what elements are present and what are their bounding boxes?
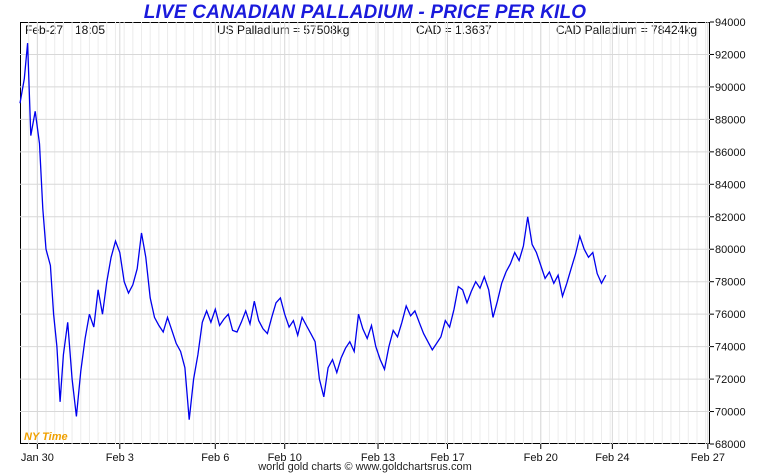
x-axis-labels: Jan 30 Feb 3 Feb 6 Feb 10 Feb 13 Feb 17 Feb 20… xyxy=(21,452,725,464)
y-axis-labels: 68000 70000 72000 74000 76000 78000 80000 82000… xyxy=(715,17,746,451)
y-tick-label: 82000 xyxy=(715,212,746,224)
y-tick-label: 84000 xyxy=(715,179,746,191)
plot-area xyxy=(20,22,710,444)
x-tick-label: Feb 3 xyxy=(106,452,134,464)
y-tick-label: 72000 xyxy=(715,374,746,386)
y-ticks xyxy=(710,21,714,445)
header-time: 18:05 xyxy=(75,23,106,37)
y-tick-label: 92000 xyxy=(715,49,746,61)
timezone-label: NY Time xyxy=(24,431,68,443)
header-date: Feb-27 xyxy=(25,23,64,37)
y-tick-label: 90000 xyxy=(715,82,746,94)
chart-title: LIVE CANADIAN PALLADIUM - PRICE PER KILO xyxy=(143,2,587,23)
y-tick-label: 76000 xyxy=(715,309,746,321)
x-tick-label: Feb 13 xyxy=(361,452,395,464)
y-tick-label: 80000 xyxy=(715,244,746,256)
x-tick-label: Feb 17 xyxy=(430,452,464,464)
x-tick-label: Feb 27 xyxy=(691,452,725,464)
x-tick-label: Jan 30 xyxy=(21,452,54,464)
us-price-readout: US Palladium = 57508kg xyxy=(217,23,350,37)
y-tick-label: 86000 xyxy=(715,147,746,159)
y-tick-label: 78000 xyxy=(715,277,746,289)
x-tick-label: Feb 6 xyxy=(201,452,229,464)
x-tick-label: Feb 10 xyxy=(268,452,302,464)
x-ticks xyxy=(36,444,709,449)
x-tick-label: Feb 20 xyxy=(524,452,558,464)
footer-credit: world gold charts © www.goldchartsrus.co… xyxy=(258,461,472,473)
y-tick-label: 94000 xyxy=(715,17,746,29)
y-tick-label: 74000 xyxy=(715,342,746,354)
grid-lines xyxy=(20,22,710,444)
price-line xyxy=(19,43,607,420)
y-tick-label: 88000 xyxy=(715,114,746,126)
y-tick-label: 70000 xyxy=(715,407,746,419)
x-tick-label: Feb 24 xyxy=(595,452,629,464)
y-tick-label: 68000 xyxy=(715,439,746,451)
